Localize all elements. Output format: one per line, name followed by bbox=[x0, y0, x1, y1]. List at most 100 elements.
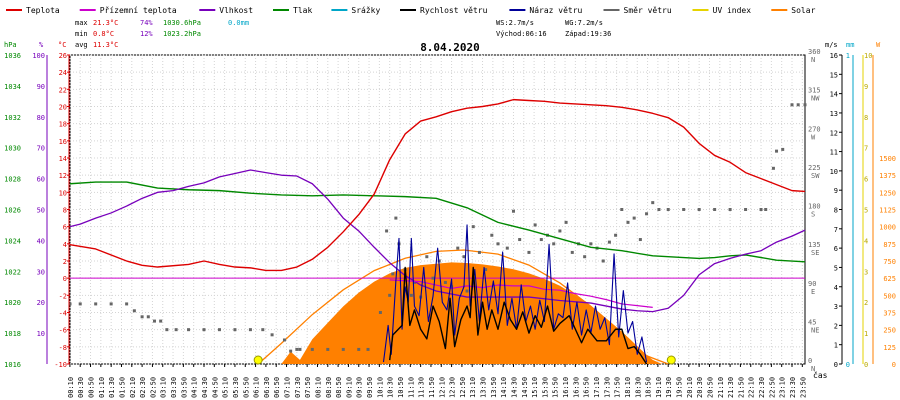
legend-item-rain: Srážky bbox=[331, 6, 380, 15]
uv-tick-label: 4 bbox=[864, 237, 868, 245]
wind-tick-label: 12 bbox=[830, 129, 838, 137]
x-tick-label: 08:10 bbox=[314, 377, 322, 398]
wind-direction-point bbox=[391, 272, 395, 276]
wind-direction-point bbox=[477, 250, 481, 254]
wind-tick-label: 15 bbox=[830, 71, 838, 79]
legend-label: Náraz větru bbox=[529, 6, 582, 15]
wind-direction-point bbox=[620, 208, 624, 211]
hpa-tick-label: 1016 bbox=[4, 361, 21, 369]
wind-direction-point bbox=[289, 349, 293, 353]
wind-direction-point bbox=[728, 208, 732, 211]
solar-tick-label: 500 bbox=[883, 292, 896, 300]
wind-direction-point bbox=[261, 328, 265, 332]
direction-tick-label: 315 bbox=[808, 87, 821, 95]
x-tick-label: 11:30 bbox=[418, 377, 426, 398]
x-tick-label: 16:50 bbox=[583, 377, 591, 398]
uv-tick-label: 6 bbox=[864, 176, 868, 184]
wind-direction-point bbox=[764, 208, 768, 211]
legend-item-solar: Solar bbox=[771, 6, 816, 15]
wind-direction-point bbox=[412, 280, 416, 284]
direction-tick-label: 90 bbox=[808, 280, 816, 288]
wind-direction-point bbox=[511, 209, 515, 213]
wind-direction-point bbox=[790, 103, 794, 107]
direction-sublabel: NW bbox=[811, 95, 820, 103]
direction-sublabel: W bbox=[811, 133, 816, 141]
legend-label: Srážky bbox=[351, 6, 380, 15]
wind-direction-point bbox=[202, 328, 206, 332]
wind-direction-point bbox=[539, 238, 543, 242]
direction-sublabel: SE bbox=[811, 249, 819, 257]
x-tick-label: 01:30 bbox=[108, 377, 116, 398]
legend-item-humidity: Vlhkost bbox=[199, 6, 253, 15]
wind-direction-point bbox=[140, 315, 144, 319]
wind-direction-point bbox=[132, 309, 136, 313]
direction-tick-label: 225 bbox=[808, 164, 821, 172]
wind-direction-point bbox=[248, 328, 252, 332]
x-tick-label: 10:10 bbox=[376, 377, 384, 398]
hpa-tick-label: 1020 bbox=[4, 299, 21, 307]
wind-direction-point bbox=[174, 328, 178, 332]
x-tick-label: 20:30 bbox=[696, 377, 704, 398]
x-tick-label: 13:30 bbox=[480, 377, 488, 398]
wind-direction-point bbox=[159, 319, 163, 323]
wind-direction-point bbox=[583, 255, 587, 259]
wind-direction-point bbox=[388, 293, 392, 297]
uv-tick-label: 5 bbox=[864, 207, 868, 215]
uv-marker bbox=[666, 355, 676, 365]
celsius-tick-label: -10 bbox=[54, 361, 67, 369]
x-tick-label: 21:10 bbox=[717, 377, 725, 398]
stat-rain: 0.0mm bbox=[228, 19, 249, 27]
legend-label: Směr větru bbox=[624, 6, 672, 15]
uv-tick-label: 0 bbox=[864, 361, 868, 369]
x-tick-label: 18:10 bbox=[624, 377, 632, 398]
x-tick-label: 06:10 bbox=[253, 377, 261, 398]
direction-sublabel: E bbox=[811, 288, 815, 296]
wind-direction-point bbox=[310, 347, 314, 351]
stat-avg-label: avg bbox=[75, 41, 88, 49]
series-wind-gust bbox=[382, 224, 648, 363]
wind-direction-point bbox=[462, 255, 466, 259]
celsius-tick-label: 20 bbox=[59, 104, 67, 112]
x-tick-label: 23:50 bbox=[799, 377, 807, 398]
direction-tick-label: 135 bbox=[808, 241, 821, 249]
wind-tick-label: 8 bbox=[834, 207, 838, 215]
direction-sublabel: N bbox=[811, 56, 815, 64]
solar-tick-label: 1250 bbox=[879, 189, 896, 197]
direction-sublabel: S bbox=[811, 211, 815, 219]
x-tick-label: 02:10 bbox=[129, 377, 137, 398]
wind-direction-point bbox=[490, 233, 494, 237]
wind-direction-point bbox=[527, 250, 531, 254]
wind-tick-label: 11 bbox=[830, 149, 838, 157]
wind-direction-point bbox=[68, 302, 72, 306]
x-tick-label: 19:30 bbox=[665, 377, 673, 398]
wind-direction-point bbox=[645, 212, 649, 216]
legend-label: Rychlost větru bbox=[420, 6, 488, 15]
stat-wind-speed: WS:2.7m/s bbox=[496, 19, 534, 27]
pct-tick-label: 20 bbox=[37, 299, 45, 307]
hpa-tick-label: 1026 bbox=[4, 207, 21, 215]
direction-sublabel: N bbox=[811, 365, 815, 373]
pct-tick-label: 90 bbox=[37, 83, 45, 91]
x-tick-label: 09:10 bbox=[345, 377, 353, 398]
wind-direction-point bbox=[638, 238, 642, 242]
uv-tick-label: 10 bbox=[864, 52, 872, 60]
x-tick-label: 05:50 bbox=[242, 377, 250, 398]
wind-tick-label: 1 bbox=[834, 342, 838, 350]
x-tick-label: 15:50 bbox=[552, 377, 560, 398]
chart-legend: Teplota Přízemní teplota Vlhkost Tlak Srážky… bbox=[6, 6, 816, 15]
uv-tick-label: 9 bbox=[864, 83, 868, 91]
stat-min-temp: 0.8°C bbox=[93, 30, 114, 38]
x-tick-label: 20:50 bbox=[706, 377, 714, 398]
wind-direction-point bbox=[632, 216, 636, 220]
wind-direction-point bbox=[341, 347, 345, 351]
celsius-tick-label: 4 bbox=[63, 241, 67, 249]
wind-direction-point bbox=[394, 216, 398, 220]
hpa-tick-label: 1032 bbox=[4, 114, 21, 122]
celsius-tick-label: 14 bbox=[59, 155, 67, 163]
wind-direction-point bbox=[533, 223, 537, 227]
direction-tick-label: 0 bbox=[808, 357, 812, 365]
x-tick-label: 04:10 bbox=[191, 377, 199, 398]
legend-item-pressure: Tlak bbox=[273, 6, 312, 15]
wind-tick-label: 2 bbox=[834, 322, 838, 330]
